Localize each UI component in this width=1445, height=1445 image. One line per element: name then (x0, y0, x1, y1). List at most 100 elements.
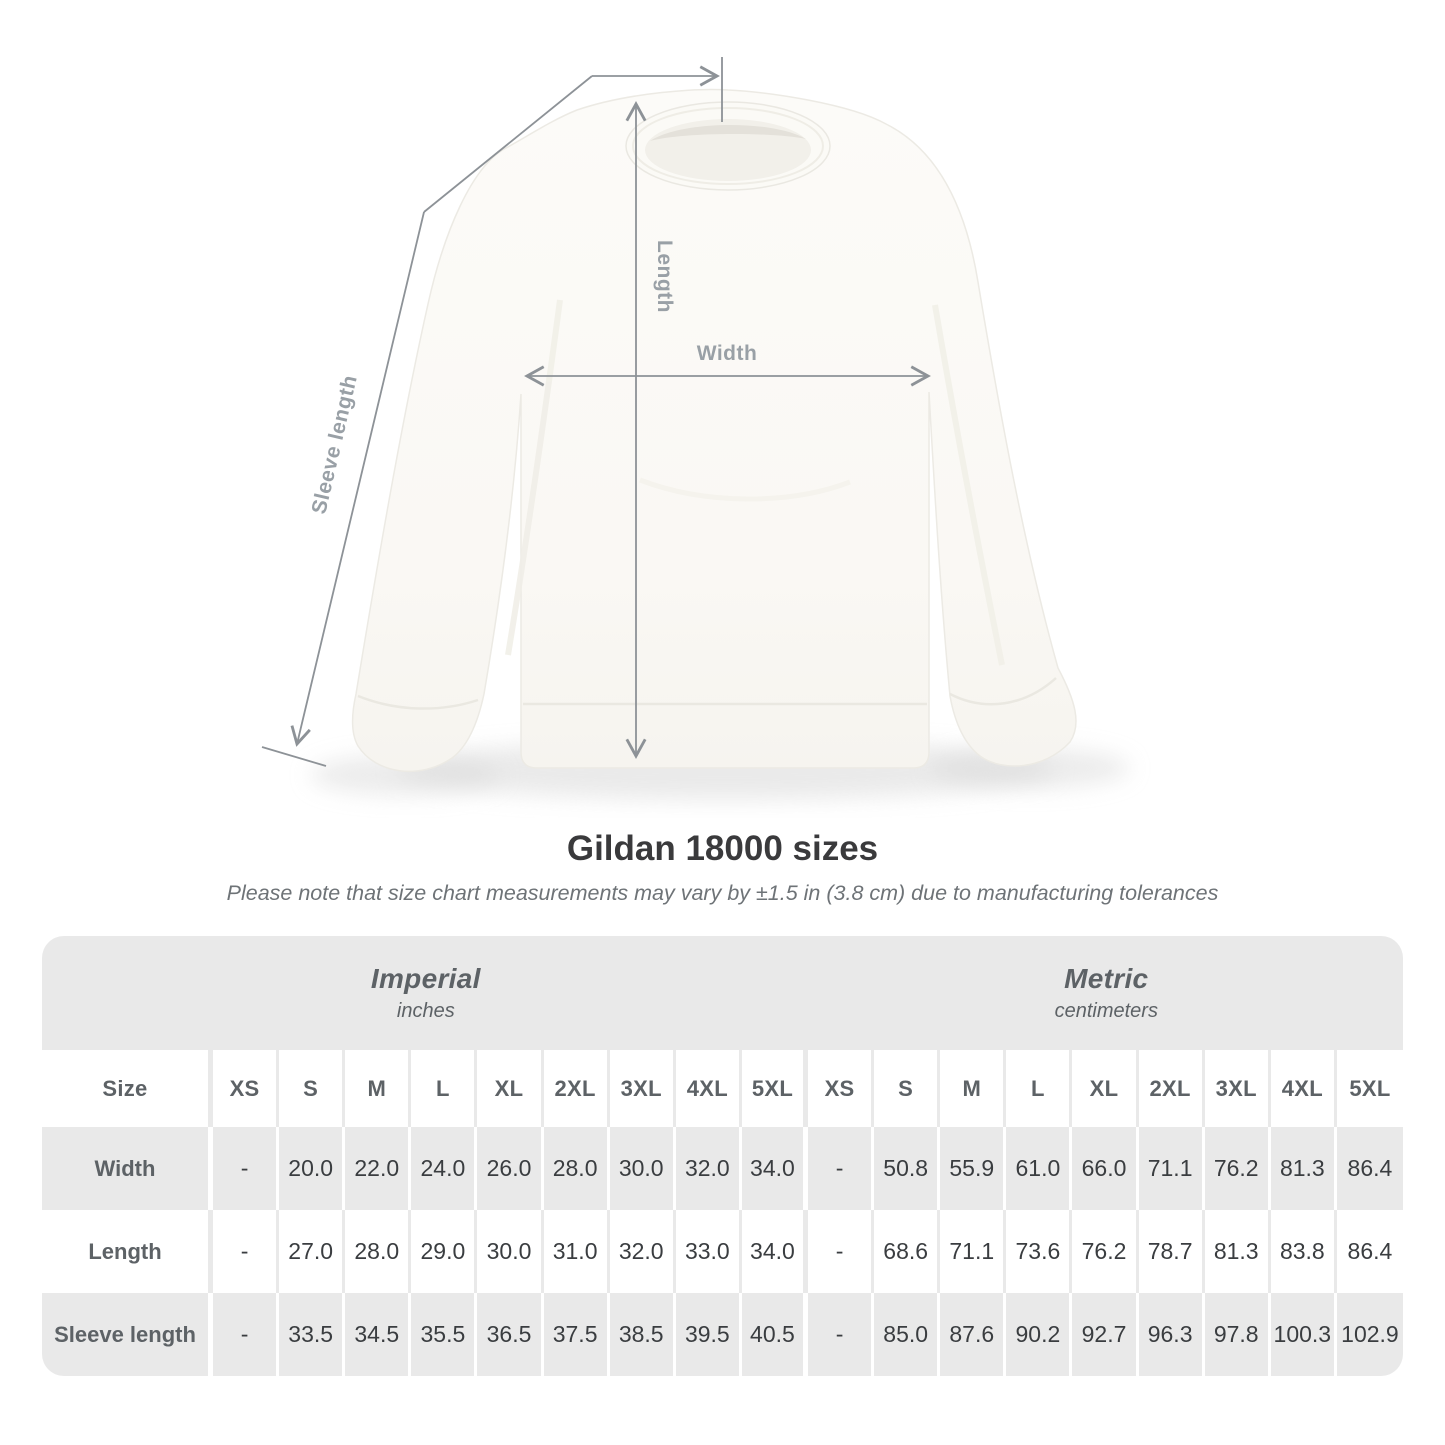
cell-sleeve-length-imperial-m: 34.5 (345, 1293, 412, 1376)
cell-length-imperial-xl: 30.0 (477, 1210, 544, 1293)
width-measure-label: Width (697, 342, 758, 365)
cell-sleeve-length-imperial-2xl: 37.5 (543, 1293, 610, 1376)
size-header-imperial-l: L (411, 1050, 478, 1127)
size-header-metric-4xl: 4XL (1270, 1050, 1337, 1127)
cell-sleeve-length-metric-4xl: 100.3 (1270, 1293, 1337, 1376)
size-header-metric-s: S (874, 1050, 941, 1127)
cell-length-metric-xs: - (808, 1210, 875, 1293)
sleeve-length-measure-label: Sleeve length (308, 373, 362, 516)
cell-sleeve-length-metric-2xl: 96.3 (1138, 1293, 1205, 1376)
cell-width-imperial-xl: 26.0 (477, 1127, 544, 1210)
garment-seams (357, 677, 1057, 710)
imperial-unit: inches (396, 1000, 455, 1022)
cell-length-imperial-l: 29.0 (411, 1210, 478, 1293)
cell-sleeve-length-metric-5xl: 102.9 (1336, 1293, 1403, 1376)
cell-length-imperial-2xl: 31.0 (543, 1210, 610, 1293)
sweatshirt-body (351, 88, 1077, 772)
cell-width-metric-3xl: 76.2 (1204, 1127, 1271, 1210)
size-header-imperial-5xl: 5XL (741, 1050, 808, 1127)
cell-length-metric-m: 71.1 (940, 1210, 1007, 1293)
cell-sleeve-length-imperial-s: 33.5 (279, 1293, 346, 1376)
unit-band: Imperial inches Metric centimeters (42, 936, 1403, 1050)
cell-width-imperial-xs: - (213, 1127, 280, 1210)
cell-sleeve-length-imperial-xs: - (213, 1293, 280, 1376)
title-block: Gildan 18000 sizes Please note that size… (0, 828, 1445, 907)
sleeve-length-line (290, 211, 425, 747)
cell-length-metric-xl: 76.2 (1072, 1210, 1139, 1293)
cell-length-imperial-4xl: 33.0 (675, 1210, 742, 1293)
cell-length-imperial-s: 27.0 (279, 1210, 346, 1293)
cell-sleeve-length-imperial-l: 35.5 (411, 1293, 478, 1376)
cell-sleeve-length-metric-xs: - (808, 1293, 875, 1376)
cell-width-metric-4xl: 81.3 (1270, 1127, 1337, 1210)
tolerance-note: Please note that size chart measurements… (226, 881, 1219, 905)
cell-width-metric-l: 61.0 (1006, 1127, 1073, 1210)
cell-length-metric-s: 68.6 (874, 1210, 941, 1293)
cell-length-metric-2xl: 78.7 (1138, 1210, 1205, 1293)
cell-width-metric-s: 50.8 (874, 1127, 941, 1210)
cell-length-imperial-5xl: 34.0 (741, 1210, 808, 1293)
cell-width-imperial-m: 22.0 (345, 1127, 412, 1210)
sweatshirt-graphic: Length Width Sleeve length (261, 57, 1130, 800)
sleeve-end-tick (261, 746, 327, 767)
cell-width-metric-xs: - (808, 1127, 875, 1210)
measurement-lines (261, 57, 931, 767)
metric-title: Metric (1064, 963, 1149, 994)
size-header-metric-3xl: 3XL (1204, 1050, 1271, 1127)
cell-width-imperial-4xl: 32.0 (675, 1127, 742, 1210)
length-measure-label: Length (653, 240, 676, 313)
size-header-imperial-2xl: 2XL (543, 1050, 610, 1127)
metric-header: Metric centimeters (810, 936, 1403, 1050)
cell-length-imperial-xs: - (213, 1210, 280, 1293)
row-label-length: Length (42, 1210, 213, 1293)
row-label-width: Width (42, 1127, 213, 1210)
size-header-metric-m: M (940, 1050, 1007, 1127)
cell-width-metric-5xl: 86.4 (1336, 1127, 1403, 1210)
size-header-imperial-3xl: 3XL (609, 1050, 676, 1127)
metric-unit: centimeters (1054, 1000, 1158, 1022)
size-header-imperial-m: M (345, 1050, 412, 1127)
product-measurement-diagram: Length Width Sleeve length (261, 57, 1130, 800)
cell-sleeve-length-metric-m: 87.6 (940, 1293, 1007, 1376)
cell-sleeve-length-metric-s: 85.0 (874, 1293, 941, 1376)
cell-width-metric-xl: 66.0 (1072, 1127, 1139, 1210)
cell-length-metric-5xl: 86.4 (1336, 1210, 1403, 1293)
size-table: Imperial inches Metric centimeters Size X… (42, 936, 1403, 1376)
fabric-folds (505, 299, 1005, 666)
cell-length-metric-3xl: 81.3 (1204, 1210, 1271, 1293)
size-header-imperial-xl: XL (477, 1050, 544, 1127)
cell-length-imperial-m: 28.0 (345, 1210, 412, 1293)
sleeve-diagonal-line (423, 75, 593, 213)
cell-width-metric-2xl: 71.1 (1138, 1127, 1205, 1210)
size-header-imperial-xs: XS (213, 1050, 280, 1127)
size-header-imperial-4xl: 4XL (675, 1050, 742, 1127)
size-header-metric-xs: XS (808, 1050, 875, 1127)
cell-sleeve-length-metric-xl: 92.7 (1072, 1293, 1139, 1376)
cell-width-imperial-2xl: 28.0 (543, 1127, 610, 1210)
size-header-metric-l: L (1006, 1050, 1073, 1127)
cell-length-imperial-3xl: 32.0 (609, 1210, 676, 1293)
cell-width-imperial-s: 20.0 (279, 1127, 346, 1210)
page-title: Gildan 18000 sizes (566, 829, 879, 868)
cell-length-metric-l: 73.6 (1006, 1210, 1073, 1293)
cell-sleeve-length-imperial-3xl: 38.5 (609, 1293, 676, 1376)
cell-width-metric-m: 55.9 (940, 1127, 1007, 1210)
cell-sleeve-length-imperial-5xl: 40.5 (741, 1293, 808, 1376)
size-header-metric-xl: XL (1072, 1050, 1139, 1127)
cell-sleeve-length-imperial-xl: 36.5 (477, 1293, 544, 1376)
cell-sleeve-length-metric-3xl: 97.8 (1204, 1293, 1271, 1376)
imperial-title: Imperial (370, 963, 481, 994)
size-header-imperial-s: S (279, 1050, 346, 1127)
cell-width-imperial-3xl: 30.0 (609, 1127, 676, 1210)
cell-sleeve-length-metric-l: 90.2 (1006, 1293, 1073, 1376)
size-grid: Size XS S M L XL 2XL 3XL 4XL 5XL XS S M L XL 2XL 3XL 4XL 5… (42, 1050, 1403, 1376)
collar (625, 101, 831, 191)
cell-width-imperial-l: 24.0 (411, 1127, 478, 1210)
row-label-sleeve-length: Sleeve length (42, 1293, 213, 1376)
cell-width-imperial-5xl: 34.0 (741, 1127, 808, 1210)
size-header-metric-5xl: 5XL (1336, 1050, 1403, 1127)
cell-length-metric-4xl: 83.8 (1270, 1210, 1337, 1293)
imperial-header: Imperial inches (42, 936, 810, 1050)
size-column-header: Size (42, 1050, 213, 1127)
